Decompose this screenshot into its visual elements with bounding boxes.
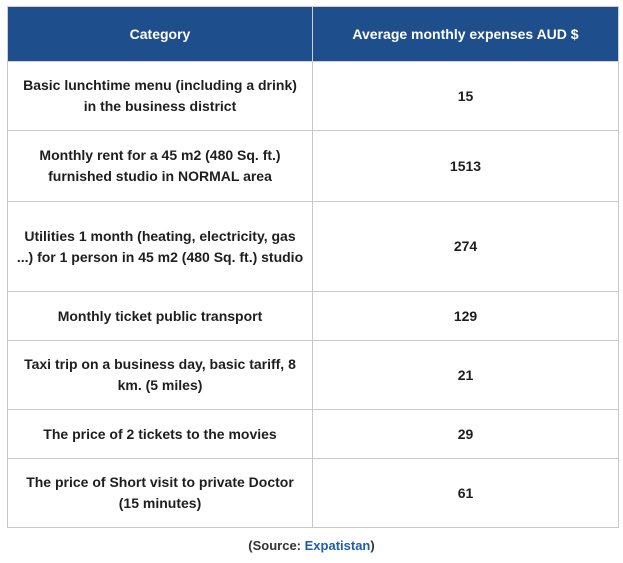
category-cell: Basic lunchtime menu (including a drink)…: [7, 61, 313, 131]
category-cell: The price of 2 tickets to the movies: [7, 409, 313, 459]
category-cell: The price of Short visit to private Doct…: [7, 458, 313, 528]
value-cell: 129: [312, 291, 619, 341]
value-cell: 21: [312, 340, 619, 410]
table-row: The price of Short visit to private Doct…: [7, 458, 619, 528]
header-category: Category: [7, 6, 313, 62]
value-cell: 29: [312, 409, 619, 459]
table-row: Monthly rent for a 45 m2 (480 Sq. ft.) f…: [7, 130, 619, 202]
value-cell: 61: [312, 458, 619, 528]
table-row: Taxi trip on a business day, basic tarif…: [7, 340, 619, 410]
expenses-table: Category Average monthly expenses AUD $ …: [7, 6, 619, 528]
value-cell: 274: [312, 201, 619, 292]
table-row: Basic lunchtime menu (including a drink)…: [7, 61, 619, 131]
source-prefix: (Source:: [248, 538, 305, 553]
category-cell: Monthly rent for a 45 m2 (480 Sq. ft.) f…: [7, 130, 313, 202]
category-cell: Monthly ticket public transport: [7, 291, 313, 341]
table-header-row: Category Average monthly expenses AUD $: [7, 6, 619, 62]
value-cell: 1513: [312, 130, 619, 202]
header-average-monthly-expenses: Average monthly expenses AUD $: [312, 6, 619, 62]
table-row: The price of 2 tickets to the movies 29: [7, 409, 619, 459]
table-row: Monthly ticket public transport 129: [7, 291, 619, 341]
value-cell: 15: [312, 61, 619, 131]
source-note: (Source: Expatistan): [0, 538, 623, 553]
category-cell: Utilities 1 month (heating, electricity,…: [7, 201, 313, 292]
category-cell: Taxi trip on a business day, basic tarif…: [7, 340, 313, 410]
source-suffix: ): [370, 538, 375, 553]
table-row: Utilities 1 month (heating, electricity,…: [7, 201, 619, 292]
source-link[interactable]: Expatistan: [304, 538, 371, 553]
